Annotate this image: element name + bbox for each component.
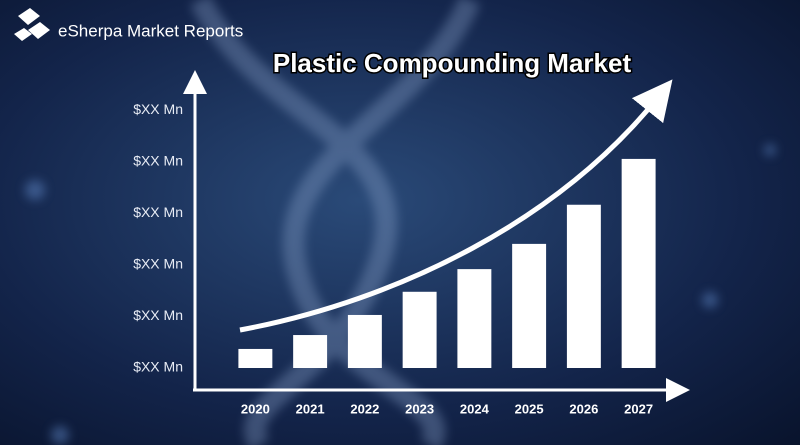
bar [238, 348, 273, 368]
y-tick-label: $XX Mn [133, 204, 183, 220]
trend-arrow [239, 79, 673, 333]
chart-title: Plastic Compounding Market [273, 48, 632, 78]
x-tick-label: 2024 [460, 401, 490, 416]
bar [566, 204, 601, 368]
x-tick-label: 2021 [296, 401, 325, 416]
y-tick-label: $XX Mn [133, 359, 183, 375]
x-tick-label: 2022 [350, 401, 379, 416]
brand-name: eSherpa Market Reports [58, 21, 243, 40]
bokeh [25, 144, 776, 444]
bar [347, 314, 382, 368]
x-tick-label: 2020 [241, 401, 270, 416]
x-tick-label: 2025 [515, 401, 544, 416]
x-tick-label: 2026 [569, 401, 598, 416]
y-tick-label: $XX Mn [133, 153, 183, 169]
x-tick-label: 2027 [624, 401, 653, 416]
y-tick-label: $XX Mn [133, 101, 183, 117]
y-tick-label: $XX Mn [133, 307, 183, 323]
y-tick-label: $XX Mn [133, 256, 183, 272]
bar [621, 158, 656, 368]
dna-decoration [190, 0, 481, 445]
x-tick-label: 2023 [405, 401, 434, 416]
bar [512, 243, 547, 368]
bar [402, 291, 437, 368]
bar [457, 269, 492, 368]
bar [293, 335, 328, 368]
logo: eSherpa Market Reports [14, 8, 243, 41]
